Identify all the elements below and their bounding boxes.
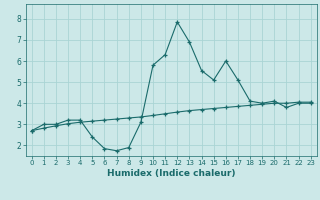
X-axis label: Humidex (Indice chaleur): Humidex (Indice chaleur): [107, 169, 236, 178]
